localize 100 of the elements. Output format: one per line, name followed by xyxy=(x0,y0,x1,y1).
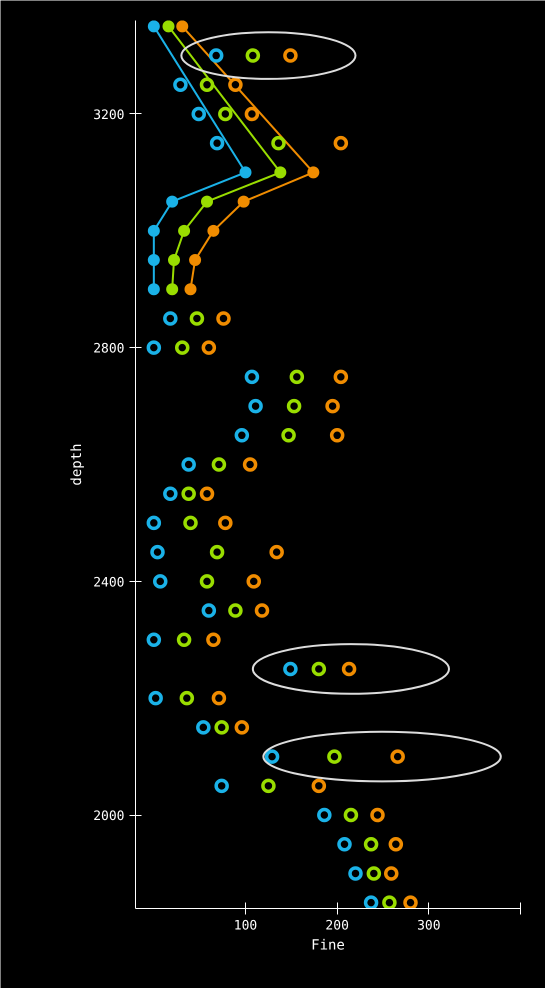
y-tick-label: 2800 xyxy=(93,342,125,357)
point xyxy=(181,486,196,501)
point xyxy=(312,778,326,794)
point xyxy=(146,340,162,355)
point xyxy=(317,808,332,822)
point xyxy=(208,48,224,63)
x-tick-label: 300 xyxy=(417,918,441,934)
point xyxy=(269,544,284,560)
point xyxy=(146,632,162,647)
point xyxy=(290,370,304,384)
point xyxy=(168,254,180,266)
point xyxy=(148,283,160,296)
point xyxy=(390,749,405,764)
point xyxy=(162,20,174,32)
point xyxy=(382,895,397,908)
x-axis-title: Fine xyxy=(311,938,345,954)
point xyxy=(163,311,178,326)
point xyxy=(180,690,194,706)
y-tick-label: 2400 xyxy=(93,575,125,590)
point xyxy=(207,224,220,237)
point xyxy=(366,866,382,881)
point xyxy=(348,866,363,881)
point xyxy=(330,428,344,443)
point xyxy=(248,398,263,414)
x-tick-label: 200 xyxy=(325,918,349,934)
point xyxy=(286,398,302,414)
point xyxy=(364,895,378,908)
point xyxy=(246,574,261,589)
point xyxy=(184,283,196,296)
point xyxy=(200,78,214,92)
point xyxy=(148,20,160,32)
point xyxy=(166,283,178,296)
point xyxy=(176,20,188,32)
point xyxy=(325,398,340,414)
point xyxy=(206,632,221,647)
point xyxy=(148,254,160,266)
point xyxy=(200,574,214,589)
point xyxy=(212,457,226,472)
point xyxy=(214,720,229,735)
point xyxy=(183,516,198,530)
point xyxy=(344,808,358,822)
point xyxy=(254,603,270,618)
x-tick-label: 100 xyxy=(234,918,258,934)
point xyxy=(196,720,211,735)
point xyxy=(176,632,192,647)
point xyxy=(192,106,206,122)
point xyxy=(189,254,202,266)
point xyxy=(228,603,243,618)
point xyxy=(342,662,356,676)
point xyxy=(228,78,243,92)
point xyxy=(201,196,213,208)
point xyxy=(240,166,252,178)
point xyxy=(212,690,226,706)
point xyxy=(146,516,162,530)
point xyxy=(210,136,224,150)
point xyxy=(166,196,178,208)
point xyxy=(181,457,196,472)
point xyxy=(283,662,298,676)
point xyxy=(312,662,326,676)
point xyxy=(218,516,233,530)
point xyxy=(202,603,216,618)
point xyxy=(281,428,296,443)
point xyxy=(283,48,298,63)
point xyxy=(246,48,260,63)
point xyxy=(234,428,250,443)
point xyxy=(370,808,385,822)
point xyxy=(148,224,160,237)
y-tick-label: 2000 xyxy=(93,809,125,824)
point xyxy=(163,486,178,501)
point xyxy=(202,340,216,355)
point xyxy=(271,136,286,150)
point xyxy=(403,895,418,908)
y-tick-label: 3200 xyxy=(93,108,125,123)
point xyxy=(173,78,188,92)
point xyxy=(178,224,190,237)
point xyxy=(327,749,342,764)
point xyxy=(234,720,250,735)
point xyxy=(334,136,348,150)
point xyxy=(216,311,231,326)
point xyxy=(218,106,233,122)
point xyxy=(261,778,276,794)
point xyxy=(238,196,250,208)
point xyxy=(190,311,204,326)
point xyxy=(200,486,214,501)
point xyxy=(334,370,348,384)
y-axis-title: depth xyxy=(69,443,86,486)
point xyxy=(242,457,258,472)
point xyxy=(388,837,404,852)
point xyxy=(244,106,260,122)
point xyxy=(364,837,378,852)
point xyxy=(244,370,260,384)
point xyxy=(337,837,352,852)
point xyxy=(210,544,224,560)
point xyxy=(150,544,165,560)
point xyxy=(175,340,190,355)
point xyxy=(153,574,168,589)
point xyxy=(214,778,229,794)
point xyxy=(307,166,320,178)
point xyxy=(384,866,398,881)
point xyxy=(274,166,286,178)
